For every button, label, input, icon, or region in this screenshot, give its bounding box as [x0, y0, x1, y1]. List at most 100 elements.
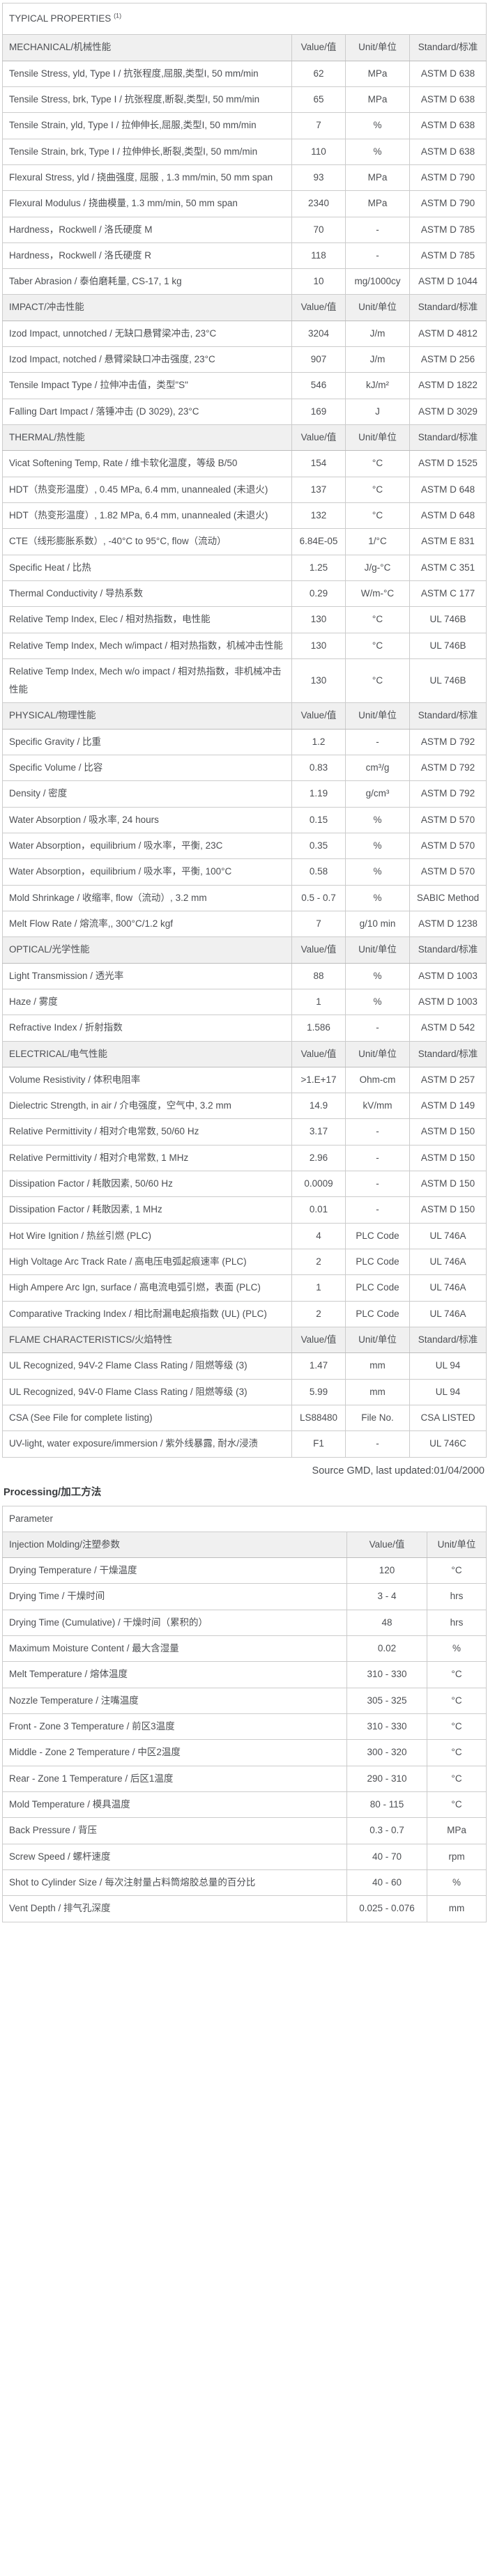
property-cell: Water Absorption，equilibrium / 吸水率，平衡, 2… [2, 832, 292, 860]
unit-cell: kJ/m² [345, 372, 410, 399]
standard-cell: ASTM D 790 [409, 190, 487, 217]
value-cell: 2 [291, 1248, 346, 1276]
property-cell: Hardness，Rockwell / 洛氏硬度 M [2, 216, 292, 243]
processing-header-row: Parameter [2, 1505, 487, 1532]
value-cell: 1.586 [291, 1015, 346, 1042]
table-row: Relative Permittivity / 相对介电常数, 50/60 Hz… [2, 1118, 487, 1146]
standard-cell: UL 746C [409, 1430, 487, 1458]
standard-cell: CSA LISTED [409, 1404, 487, 1432]
parameter-cell: Nozzle Temperature / 注嘴温度 [2, 1687, 347, 1715]
table-row: Water Absorption / 吸水率, 24 hours 0.15% AST… [2, 806, 487, 834]
standard-cell: UL 746B [409, 632, 487, 659]
value-cell: 130 [291, 606, 346, 633]
value-cell: 110 [291, 138, 346, 165]
value-cell: 0.0009 [291, 1171, 346, 1198]
section-title-cell: FLAME CHARACTERISTICS/火焰特性 [2, 1326, 292, 1354]
property-cell: Dissipation Factor / 耗散因素, 1 MHz [2, 1196, 292, 1224]
property-cell: UL Recognized, 94V-0 Flame Class Rating … [2, 1378, 292, 1405]
table-row: Melt Flow Rate / 熔流率,, 300°C/1.2 kgf 7 g/1… [2, 910, 487, 938]
unit-cell: J/m [345, 320, 410, 348]
value-cell: 48 [346, 1609, 427, 1637]
unit-cell: % [345, 884, 410, 911]
property-cell: Flexural Modulus / 挠曲模量, 1.3 mm/min, 50 … [2, 190, 292, 217]
value-cell: 3.17 [291, 1118, 346, 1146]
unit-cell: hrs [427, 1609, 487, 1637]
table-row: Tensile Strain, yld, Type I / 拉伸伸长,屈服,类型… [2, 112, 487, 139]
standard-cell: ASTM E 831 [409, 528, 487, 555]
table-row: Tensile Strain, brk, Type I / 拉伸伸长,断裂,类型… [2, 138, 487, 165]
value-cell: 546 [291, 372, 346, 399]
processing-row: Vent Depth / 排气孔深度 0.025 - 0.076 mm [2, 1895, 487, 1922]
property-cell: Specific Heat / 比热 [2, 554, 292, 581]
property-cell: Density / 密度 [2, 780, 292, 808]
processing-row: Maximum Moisture Content / 最大含湿量 0.02% [2, 1635, 487, 1663]
value-cell: 0.15 [291, 806, 346, 834]
standard-cell: ASTM D 150 [409, 1196, 487, 1224]
section-title-cell: MECHANICAL/机械性能 [2, 34, 292, 61]
unit-cell: mm [427, 1895, 487, 1922]
standard-column-header: Standard/标准 [409, 702, 487, 730]
section-header-row: ELECTRICAL/电气性能 Value/值 Unit/单位 Standard/标准 [2, 1040, 487, 1067]
value-cell: 93 [291, 164, 346, 192]
unit-cell: °C [427, 1739, 487, 1766]
value-cell: 7 [291, 910, 346, 938]
unit-cell: % [427, 1869, 487, 1897]
value-cell: 4 [291, 1222, 346, 1250]
value-column-header: Value/值 [291, 702, 346, 730]
value-cell: 7 [291, 112, 346, 139]
standard-cell: ASTM D 257 [409, 1066, 487, 1094]
value-cell: 310 - 330 [346, 1713, 427, 1741]
value-cell: 40 - 60 [346, 1869, 427, 1897]
property-cell: Relative Temp Index, Mech w/o impact / 相… [2, 658, 292, 704]
unit-cell: Ohm-cm [345, 1066, 410, 1094]
unit-cell: - [345, 1015, 410, 1042]
table-row: Volume Resistivity / 体积电阻率 >1.E+17 Ohm-cm A… [2, 1066, 487, 1094]
property-cell: Flexural Stress, yld / 挠曲强度, 屈服 , 1.3 mm… [2, 164, 292, 192]
table-row: UL Recognized, 94V-2 Flame Class Rating … [2, 1352, 487, 1380]
unit-column-header: Unit/单位 [345, 1326, 410, 1354]
standard-cell: ASTM D 570 [409, 832, 487, 860]
value-cell: 305 - 325 [346, 1687, 427, 1715]
property-cell: Relative Permittivity / 相对介电常数, 50/60 Hz [2, 1118, 292, 1146]
value-cell: 300 - 320 [346, 1739, 427, 1766]
parameter-cell: Drying Time (Cumulative) / 干燥时间（累积的） [2, 1609, 347, 1637]
unit-cell: mm [345, 1378, 410, 1405]
property-cell: Izod Impact, notched / 悬臂梁缺口冲击强度, 23°C [2, 346, 292, 373]
parameter-cell: Maximum Moisture Content / 最大含湿量 [2, 1635, 347, 1663]
property-cell: Falling Dart Impact / 落锤冲击 (D 3029), 23°… [2, 398, 292, 426]
unit-column-header: Unit/单位 [345, 294, 410, 321]
parameter-cell: Vent Depth / 排气孔深度 [2, 1895, 347, 1922]
value-cell: 154 [291, 450, 346, 477]
table-row: Comparative Tracking Index / 相比耐漏电起痕指数 (… [2, 1300, 487, 1327]
unit-cell: °C [427, 1713, 487, 1741]
standard-cell: ASTM D 1822 [409, 372, 487, 399]
standard-cell: ASTM D 150 [409, 1171, 487, 1198]
unit-column-header: Unit/单位 [345, 702, 410, 730]
property-cell: Mold Shrinkage / 收缩率, flow（流动）, 3.2 mm [2, 884, 292, 911]
unit-cell: cm³/g [345, 755, 410, 782]
standard-cell: ASTM D 542 [409, 1015, 487, 1042]
standard-cell: ASTM D 1044 [409, 268, 487, 295]
table-row: Flexural Modulus / 挠曲模量, 1.3 mm/min, 50 … [2, 190, 487, 217]
processing-table-body: Parameter Injection Molding/注塑参数 Value/值… [2, 1505, 487, 1922]
unit-cell: 1/°C [345, 528, 410, 555]
unit-cell: g/10 min [345, 910, 410, 938]
table-row: Light Transmission / 透光率 88% ASTM D 1003 [2, 962, 487, 989]
unit-cell: °C [427, 1765, 487, 1792]
unit-column-header: Unit/单位 [345, 424, 410, 452]
processing-table: Parameter Injection Molding/注塑参数 Value/值… [2, 1505, 487, 1922]
unit-cell: mg/1000cy [345, 268, 410, 295]
unit-cell: rpm [427, 1843, 487, 1870]
unit-cell: °C [345, 606, 410, 633]
standard-cell: ASTM D 150 [409, 1144, 487, 1172]
table-row: Taber Abrasion / 泰伯磨耗量, CS-17, 1 kg 10 mg/… [2, 268, 487, 295]
value-column-header: Value/值 [291, 936, 346, 964]
value-cell: 0.01 [291, 1196, 346, 1224]
table-row: CSA (See File for complete listing) LS884… [2, 1404, 487, 1432]
source-note: Source GMD, last updated:01/04/2000 [312, 1465, 485, 1476]
standard-cell: ASTM D 149 [409, 1093, 487, 1120]
table-row: Refractive Index / 折射指数 1.586- ASTM D 542 [2, 1015, 487, 1042]
property-cell: Haze / 雾度 [2, 988, 292, 1016]
unit-cell: % [427, 1635, 487, 1663]
unit-cell: °C [427, 1791, 487, 1819]
